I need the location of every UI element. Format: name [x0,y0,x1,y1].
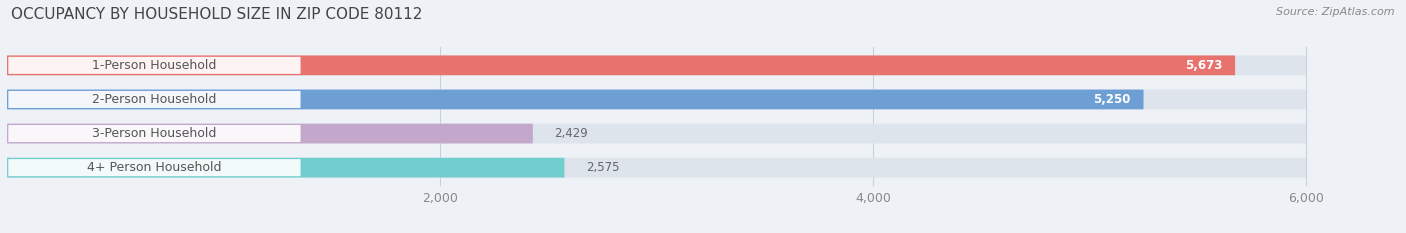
Text: 4+ Person Household: 4+ Person Household [87,161,222,174]
FancyBboxPatch shape [8,91,301,108]
FancyBboxPatch shape [7,89,1143,109]
Text: 5,673: 5,673 [1185,59,1222,72]
FancyBboxPatch shape [7,124,533,144]
FancyBboxPatch shape [7,158,564,178]
Text: 2-Person Household: 2-Person Household [93,93,217,106]
Text: 5,250: 5,250 [1094,93,1130,106]
FancyBboxPatch shape [8,57,301,74]
Text: 3-Person Household: 3-Person Household [93,127,217,140]
Text: OCCUPANCY BY HOUSEHOLD SIZE IN ZIP CODE 80112: OCCUPANCY BY HOUSEHOLD SIZE IN ZIP CODE … [11,7,423,22]
FancyBboxPatch shape [8,125,301,142]
FancyBboxPatch shape [7,55,1306,75]
Text: Source: ZipAtlas.com: Source: ZipAtlas.com [1277,7,1395,17]
FancyBboxPatch shape [7,124,1306,144]
FancyBboxPatch shape [7,89,1306,109]
Text: 2,429: 2,429 [554,127,588,140]
FancyBboxPatch shape [7,55,1234,75]
Text: 1-Person Household: 1-Person Household [93,59,217,72]
FancyBboxPatch shape [7,158,1306,178]
Text: 2,575: 2,575 [586,161,620,174]
FancyBboxPatch shape [8,159,301,176]
